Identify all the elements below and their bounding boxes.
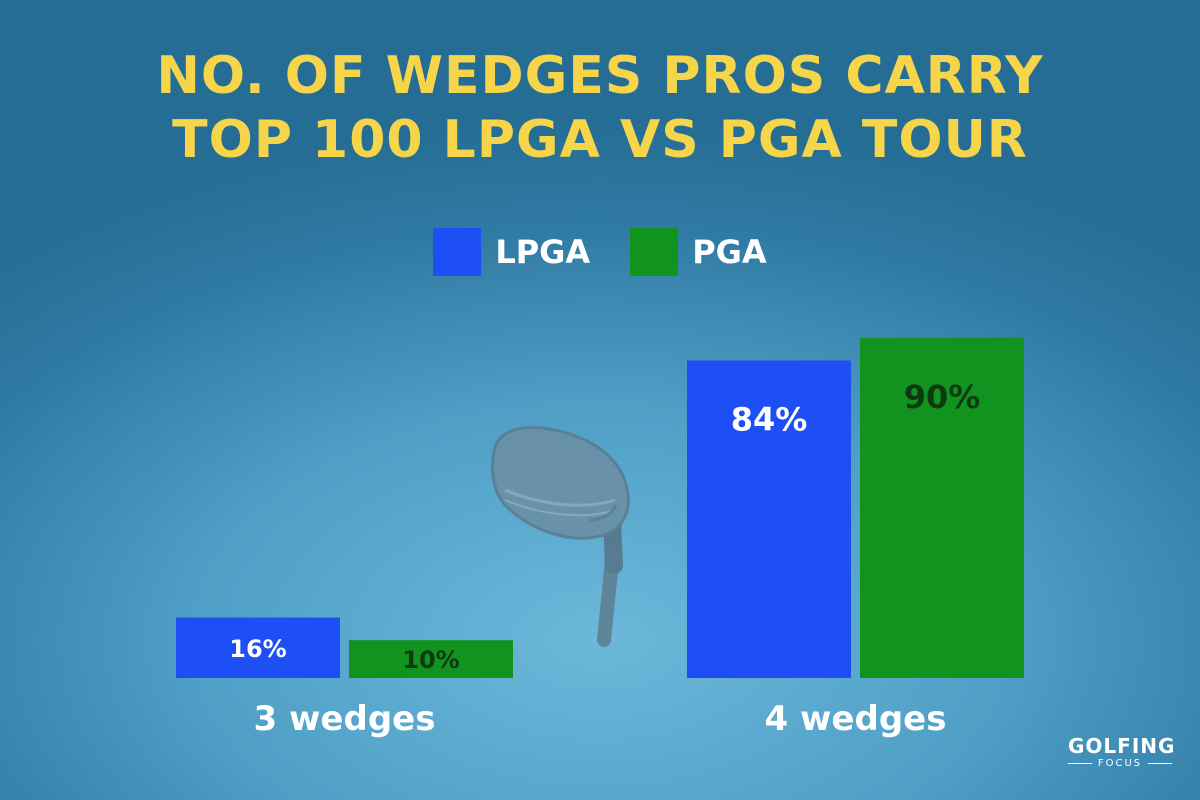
title-line-2: TOP 100 LPGA VS PGA TOUR: [172, 110, 1028, 170]
bar-value-label: 16%: [229, 635, 286, 663]
bar-lpga-4-wedges: [687, 360, 851, 678]
wedge-club-icon: [491, 426, 630, 647]
legend-item-lpga: LPGA: [433, 228, 590, 276]
legend-label-pga: PGA: [692, 233, 767, 271]
brand-sub: FOCUS: [1097, 758, 1143, 769]
brand-name: GOLFING: [1068, 734, 1176, 758]
chart-title: NO. OF WEDGES PROS CARRY TOP 100 LPGA VS…: [0, 44, 1200, 172]
legend-item-pga: PGA: [630, 228, 767, 276]
legend-swatch-lpga: [433, 228, 482, 276]
category-label: 4 wedges: [765, 699, 947, 739]
category-label: 3 wedges: [254, 699, 436, 739]
bar-value-label: 10%: [402, 646, 459, 674]
bar-pga-3-wedges: [349, 640, 513, 678]
legend-label-lpga: LPGA: [495, 233, 591, 271]
title-line-1: NO. OF WEDGES PROS CARRY: [156, 46, 1044, 106]
bar-lpga-3-wedges: [176, 617, 340, 678]
brand-divider: [1148, 763, 1172, 764]
brand-logo: GOLFING FOCUS: [1068, 734, 1176, 769]
bar-value-label: 84%: [731, 400, 808, 438]
bar-value-label: 90%: [904, 378, 981, 416]
bar-pga-4-wedges: [860, 337, 1024, 678]
brand-divider: [1068, 763, 1092, 764]
legend-swatch-pga: [630, 228, 679, 276]
legend: LPGA PGA: [0, 228, 1200, 276]
